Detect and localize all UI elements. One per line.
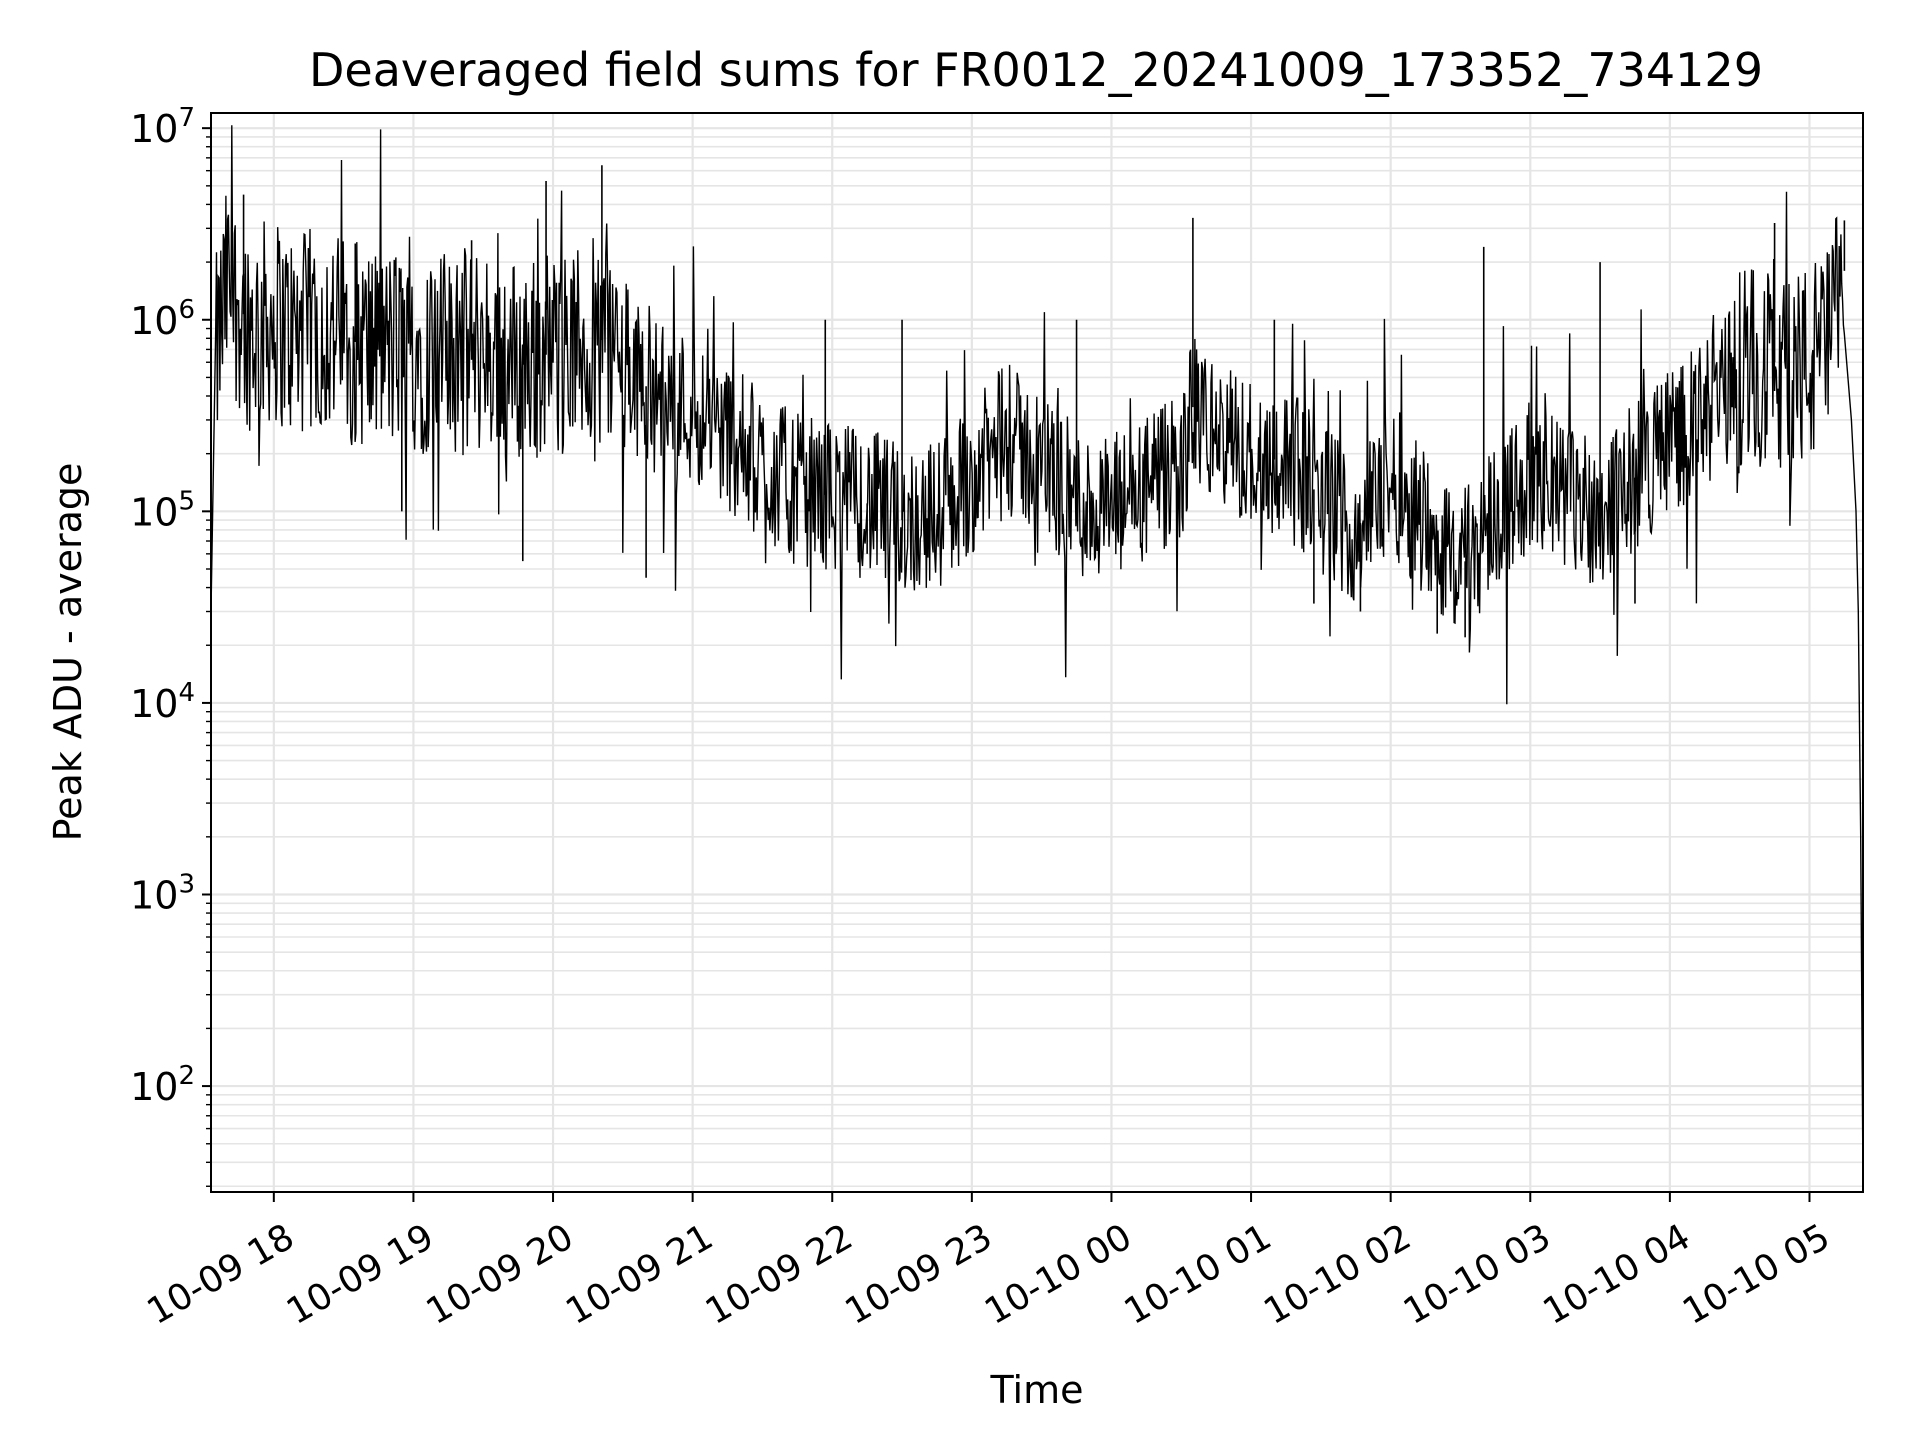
plot-area-frame	[210, 112, 1864, 1193]
y-tick-label: 107	[130, 103, 195, 151]
x-tick-label: 10-10 02	[1257, 1216, 1418, 1332]
grid	[211, 113, 1863, 1192]
series-line	[210, 125, 1864, 1187]
y-tick-label: 103	[130, 870, 195, 918]
y-tick-label: 104	[130, 678, 195, 726]
x-tick-label: 10-09 23	[838, 1216, 999, 1332]
x-tick-label: 10-10 01	[1118, 1216, 1279, 1332]
y-axis-label: Peak ADU - average	[46, 463, 90, 842]
x-axis-label: Time	[990, 1368, 1084, 1412]
x-tick-label: 10-09 19	[280, 1216, 441, 1332]
x-tick-label: 10-10 00	[978, 1216, 1139, 1332]
data-layer	[210, 125, 1864, 1187]
y-tick-label: 106	[130, 295, 195, 343]
x-tick-label: 10-09 18	[140, 1216, 301, 1332]
y-tick-label: 105	[130, 486, 195, 534]
x-tick-label: 10-10 03	[1397, 1216, 1558, 1332]
x-tick-label: 10-09 22	[699, 1216, 860, 1332]
x-tick-label: 10-09 20	[420, 1216, 581, 1332]
x-tick-label: 10-10 05	[1676, 1216, 1837, 1332]
x-tick-label: 10-10 04	[1537, 1216, 1698, 1332]
chart-title: Deaveraged field sums for FR0012_2024100…	[309, 43, 1763, 97]
x-tick-label: 10-09 21	[559, 1216, 720, 1332]
y-tick-label: 102	[130, 1061, 195, 1109]
